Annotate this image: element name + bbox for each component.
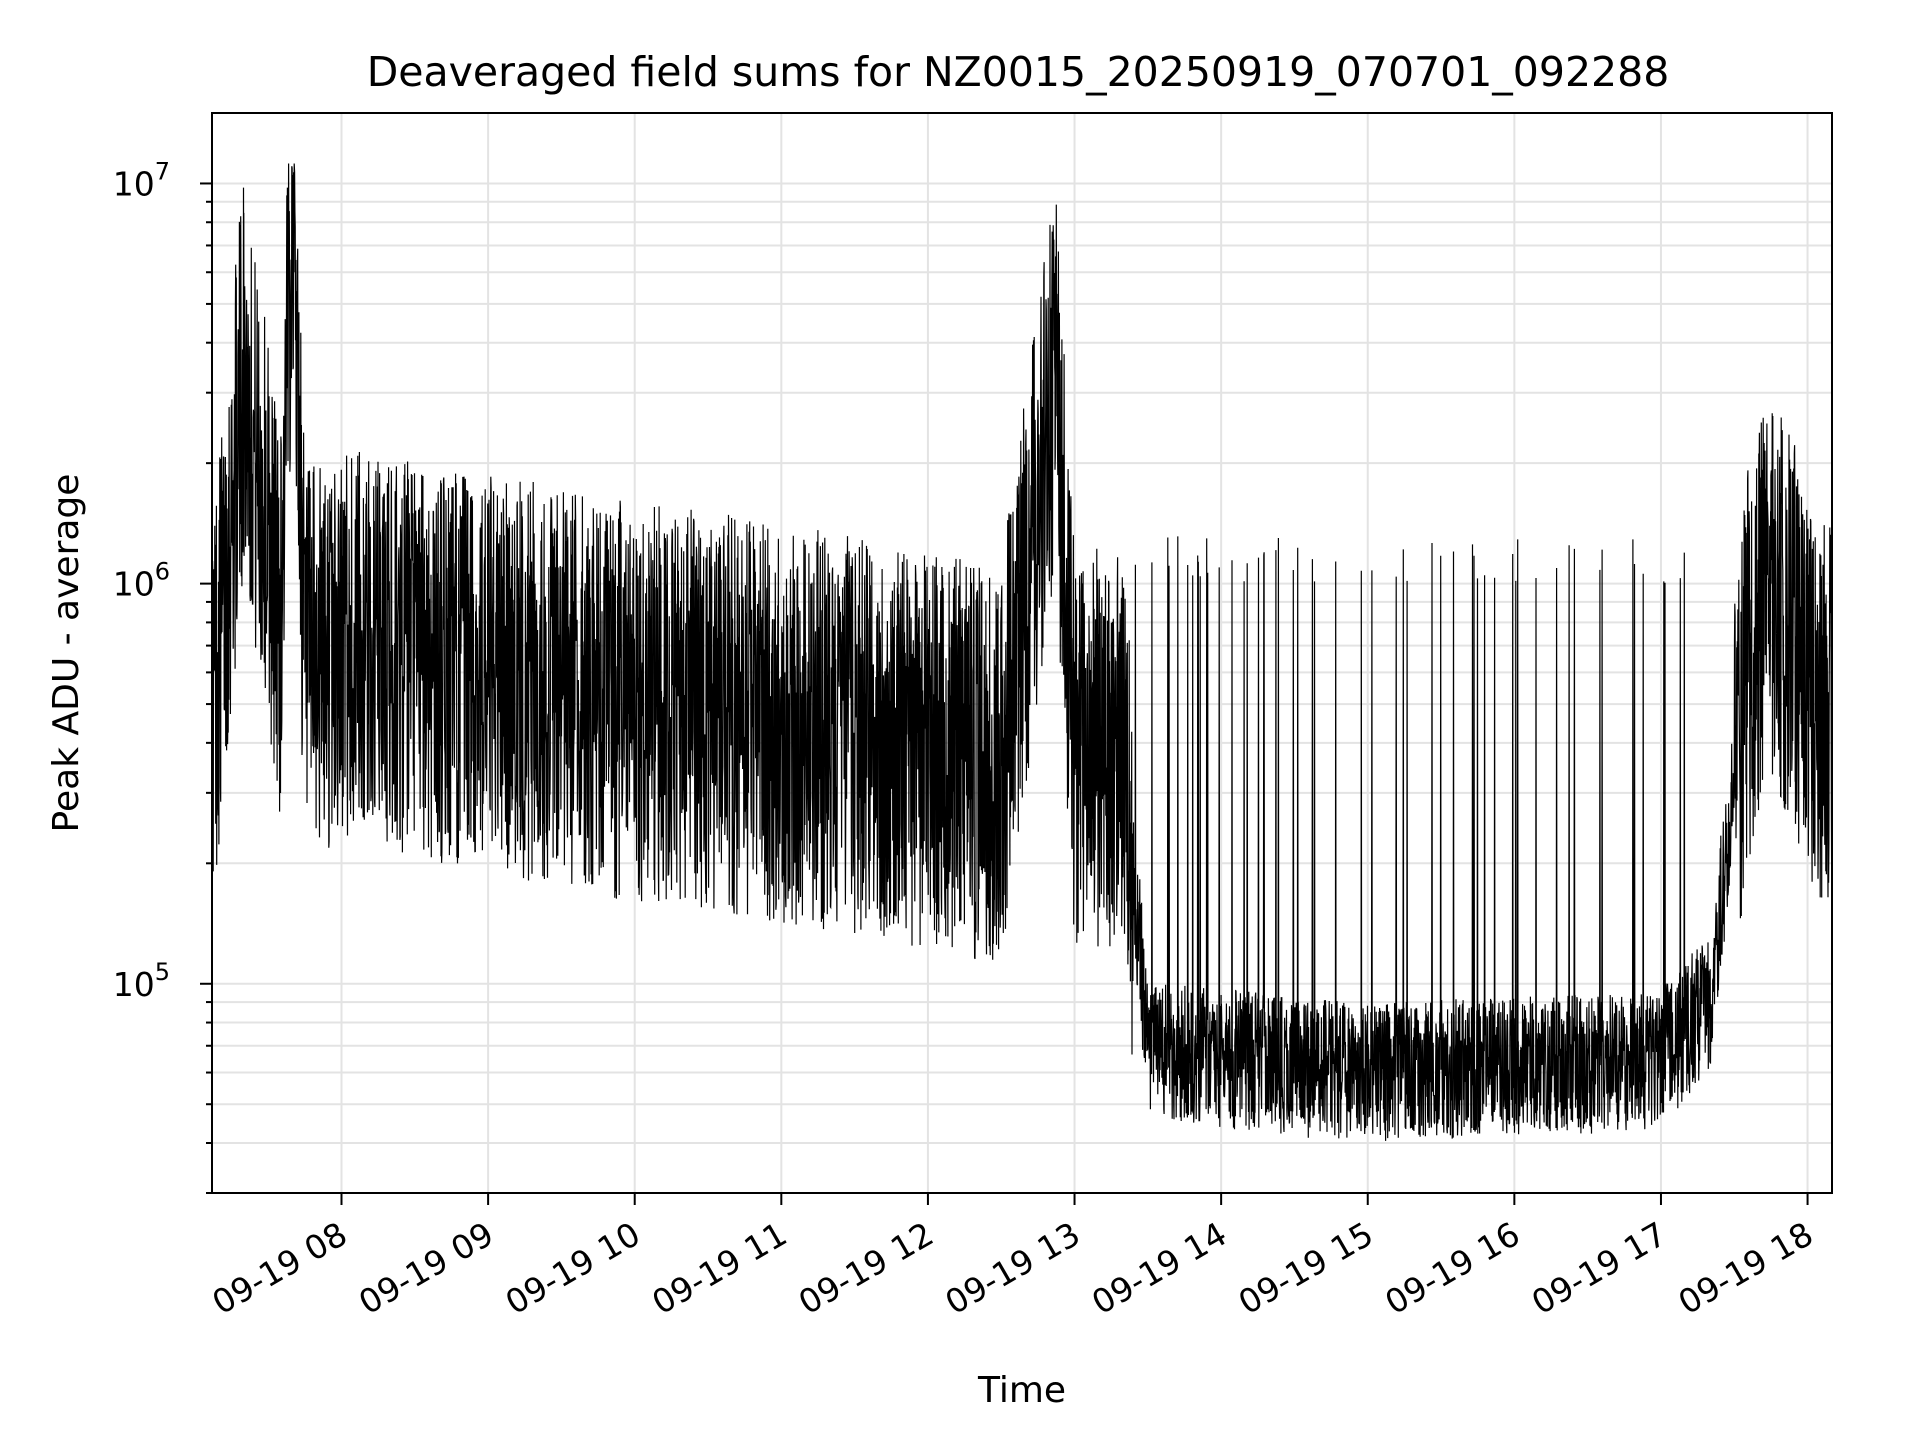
x-tick-label: 09-19 15 xyxy=(1232,1214,1380,1322)
x-tick-label: 09-19 12 xyxy=(792,1214,940,1322)
x-tick-label: 09-19 18 xyxy=(1672,1214,1820,1322)
y-axis-label: Peak ADU - average xyxy=(46,474,87,833)
x-tick-label: 09-19 13 xyxy=(939,1214,1087,1322)
x-tick-label: 09-19 10 xyxy=(499,1214,647,1322)
x-tick-label: 09-19 08 xyxy=(206,1214,354,1322)
x-axis-label: Time xyxy=(977,1370,1066,1411)
series-layer xyxy=(211,163,1833,1141)
series-line xyxy=(211,163,1833,1141)
y-tick-label: 105 xyxy=(113,958,170,1004)
y-tick-label: 107 xyxy=(113,157,170,203)
x-tick-label: 09-19 11 xyxy=(645,1214,793,1322)
x-tick-label: 09-19 17 xyxy=(1525,1214,1673,1322)
x-tick-label: 09-19 09 xyxy=(352,1214,500,1322)
x-tick-label: 09-19 14 xyxy=(1085,1214,1233,1322)
chart-title: Deaveraged field sums for NZ0015_2025091… xyxy=(367,48,1670,96)
y-tick-label: 106 xyxy=(113,558,170,604)
y-axis: 105 106 107 xyxy=(113,157,212,1194)
x-tick-label: 09-19 16 xyxy=(1378,1214,1526,1322)
plot-area xyxy=(211,112,1833,1194)
